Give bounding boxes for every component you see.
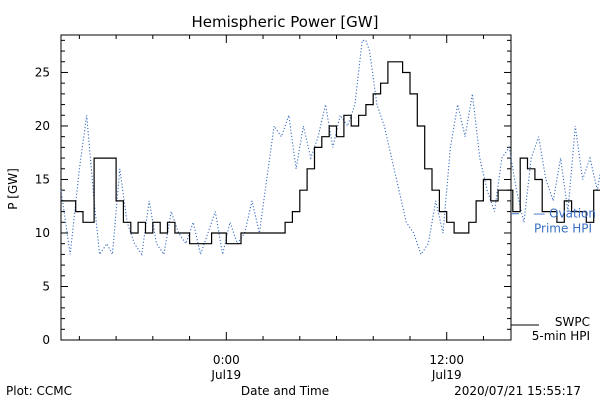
plot-frame bbox=[60, 34, 512, 341]
x-tick-time-label: 12:00 bbox=[429, 353, 464, 367]
y-tick-label: 15 bbox=[35, 172, 50, 186]
y-tick-label: 20 bbox=[35, 119, 50, 133]
legend-swpc-label-line1: SWPC bbox=[555, 315, 590, 329]
series-layer bbox=[60, 39, 600, 257]
legend-ovation-label-line1: — Ovation bbox=[533, 207, 596, 221]
x-tick-date-label: Jul19 bbox=[210, 368, 241, 382]
plot-border bbox=[60, 34, 512, 341]
series-line-swpc bbox=[61, 61, 600, 245]
y-tick-label: 10 bbox=[35, 226, 50, 240]
y-tick-label: 25 bbox=[35, 65, 50, 79]
y-tick-label: 5 bbox=[42, 279, 50, 293]
chart-title: Hemispheric Power [GW] bbox=[192, 13, 379, 31]
x-tick-date-label: Jul19 bbox=[431, 368, 462, 382]
x-axis-label: Date and Time bbox=[241, 384, 329, 398]
plot-credit: Plot: CCMC bbox=[6, 384, 72, 398]
y-axis-ticks: 0 5 10 15 20 25 bbox=[35, 39, 511, 347]
legend-swpc-label-line2: 5-min HPI bbox=[532, 329, 590, 343]
legend-ovation-label-line2: Prime HPI bbox=[534, 222, 592, 236]
y-tick-label: 0 bbox=[42, 333, 50, 347]
plot-timestamp: 2020/07/21 15:55:17 bbox=[454, 384, 581, 398]
y-axis-label: P [GW] bbox=[6, 168, 20, 210]
x-tick-time-label: 0:00 bbox=[213, 353, 240, 367]
x-axis-ticks: 0:00Jul1912:00Jul190:00Jul2012:00Jul200:… bbox=[78, 35, 484, 382]
